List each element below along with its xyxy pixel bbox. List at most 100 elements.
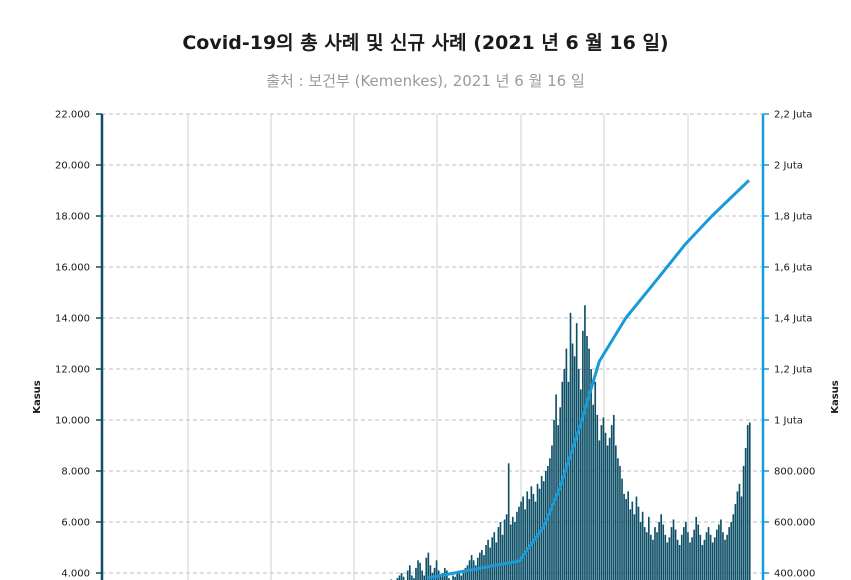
daily-case-bar [524, 509, 526, 580]
daily-case-bar [505, 514, 508, 580]
daily-case-bar [464, 567, 467, 580]
daily-case-bar [419, 562, 421, 580]
daily-case-bar [408, 565, 411, 580]
daily-case-bar [458, 570, 461, 580]
daily-case-bar [571, 343, 574, 580]
daily-case-bar [685, 522, 687, 580]
daily-case-bar [724, 539, 726, 580]
daily-case-bar [452, 575, 454, 580]
daily-case-bar [485, 545, 487, 580]
daily-case-bar [417, 560, 419, 580]
daily-case-bar [711, 542, 714, 580]
daily-case-bar [528, 499, 531, 580]
daily-case-bar [738, 483, 741, 580]
right-tick-label: 800.000 [774, 467, 815, 478]
daily-case-bar [460, 575, 463, 580]
daily-case-bar [623, 493, 625, 580]
daily-case-bar [514, 522, 516, 580]
daily-case-bar [701, 545, 704, 580]
daily-case-bar [487, 539, 489, 580]
daily-case-bar [557, 425, 559, 580]
daily-case-bar [718, 524, 720, 580]
right-tick-label: 1 Juta [774, 416, 803, 427]
daily-case-bar [433, 567, 436, 580]
daily-case-bar [652, 539, 654, 580]
daily-case-bar [598, 440, 601, 580]
daily-case-bar [678, 545, 681, 580]
daily-case-bar [643, 527, 646, 580]
daily-case-bar [559, 407, 562, 580]
daily-case-bar [722, 532, 724, 580]
daily-case-bar [705, 532, 708, 580]
daily-case-bar [584, 305, 586, 580]
left-tick-label: 4.000 [61, 569, 90, 580]
left-axis-title: Kasus [32, 380, 43, 414]
daily-case-bar [683, 527, 685, 580]
daily-case-bar [509, 524, 512, 580]
daily-case-bar [662, 524, 665, 580]
daily-case-bar [732, 514, 735, 580]
daily-case-bar [577, 369, 580, 580]
left-tick-label: 10.000 [55, 416, 90, 427]
daily-case-bar [549, 458, 551, 580]
daily-case-bar [518, 506, 520, 580]
daily-case-bar [639, 522, 642, 580]
daily-case-bar [728, 527, 730, 580]
daily-case-bar [612, 414, 615, 580]
daily-case-bar [635, 496, 638, 580]
daily-case-bar [536, 483, 539, 580]
right-tick-label: 1,4 Juta [774, 314, 812, 325]
daily-case-bar [456, 573, 459, 580]
left-tick-label: 8.000 [61, 467, 90, 478]
daily-case-bar [551, 445, 553, 580]
daily-case-bar [503, 519, 506, 580]
daily-case-bar [594, 381, 597, 580]
daily-case-bar [730, 522, 733, 580]
daily-case-bar [645, 532, 648, 580]
daily-case-bar [707, 527, 710, 580]
left-tick-label: 14.000 [55, 314, 90, 325]
daily-case-bar [703, 539, 706, 580]
daily-case-bar [619, 465, 621, 580]
daily-case-bar [569, 312, 572, 580]
daily-case-bar [596, 414, 599, 580]
daily-case-bar [654, 527, 656, 580]
daily-case-bar [647, 516, 650, 580]
daily-case-bar [411, 575, 413, 580]
daily-case-bar [573, 356, 576, 580]
daily-case-bar [555, 394, 557, 580]
daily-case-bar [666, 542, 669, 580]
daily-case-bar [474, 565, 477, 580]
daily-case-bar [746, 425, 749, 580]
daily-case-bar [606, 445, 609, 580]
daily-case-bar [435, 560, 438, 580]
daily-case-bar [497, 527, 500, 580]
daily-case-bar [511, 516, 514, 580]
daily-case-bar [670, 527, 673, 580]
daily-case-bar [676, 539, 679, 580]
daily-case-bar [423, 575, 426, 580]
daily-case-bar [415, 567, 417, 580]
daily-case-bar [575, 323, 578, 580]
bar-series [390, 305, 751, 580]
daily-case-bar [421, 570, 423, 580]
right-y-ticks: 400.000 600.000 800.000 1 Juta 1,2 Juta 1,4 J… [763, 110, 815, 580]
daily-case-bar [742, 465, 745, 580]
daily-case-bar [627, 491, 630, 580]
daily-case-bar [699, 534, 702, 580]
daily-case-bar [547, 465, 549, 580]
daily-case-bar [691, 537, 693, 580]
daily-case-bar [567, 381, 570, 580]
daily-case-bar [641, 511, 644, 580]
daily-case-bar [516, 511, 518, 580]
daily-case-bar [604, 432, 607, 580]
daily-case-bar [709, 534, 712, 580]
daily-case-bar [621, 478, 623, 580]
daily-case-bar [489, 547, 491, 580]
daily-case-bar [481, 550, 483, 580]
daily-case-bar [402, 576, 405, 580]
daily-case-bar [530, 486, 533, 580]
chart-title: Covid-19의 총 사례 및 신규 사례 (2021 년 6 월 16 일) [182, 32, 669, 54]
left-tick-label: 6.000 [61, 518, 90, 529]
